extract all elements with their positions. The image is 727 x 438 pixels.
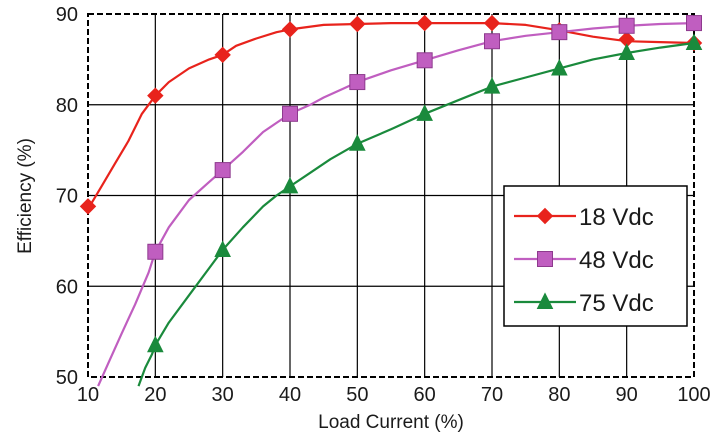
legend-item: 18 Vdc bbox=[514, 204, 654, 231]
data-point bbox=[147, 243, 164, 260]
x-tick-label: 40 bbox=[279, 384, 301, 406]
x-tick-label: 20 bbox=[144, 384, 166, 406]
data-point bbox=[618, 43, 635, 61]
data-point bbox=[147, 335, 164, 353]
data-point bbox=[349, 134, 366, 151]
series-line bbox=[97, 22, 695, 387]
data-point bbox=[214, 162, 231, 179]
data-point bbox=[685, 33, 703, 51]
y-tick-label: 50 bbox=[56, 367, 78, 389]
legend-item: 48 Vdc bbox=[514, 247, 654, 274]
data-point bbox=[551, 58, 568, 76]
data-point bbox=[349, 15, 366, 33]
x-tick-label: 80 bbox=[548, 384, 570, 406]
y-tick-label: 80 bbox=[56, 95, 78, 117]
x-tick-label: 100 bbox=[677, 384, 710, 406]
plot-area-frame bbox=[87, 13, 695, 378]
data-point bbox=[483, 14, 501, 32]
data-point bbox=[484, 33, 500, 50]
series-layer bbox=[79, 14, 703, 387]
data-point bbox=[483, 76, 501, 94]
x-axis-title: Load Current (%) bbox=[318, 412, 464, 433]
data-point bbox=[551, 24, 568, 41]
y-tick-label: 70 bbox=[56, 186, 78, 208]
data-point bbox=[147, 87, 164, 104]
data-point bbox=[282, 105, 298, 122]
data-point bbox=[416, 14, 433, 32]
x-tick-label: 60 bbox=[414, 384, 436, 406]
x-tick-label: 90 bbox=[616, 384, 638, 406]
series-2 bbox=[137, 33, 703, 387]
data-point bbox=[416, 52, 433, 69]
data-point bbox=[281, 21, 299, 38]
data-point bbox=[618, 17, 635, 34]
data-point bbox=[686, 15, 702, 32]
data-point bbox=[214, 240, 231, 257]
data-point bbox=[349, 74, 366, 91]
series-line bbox=[87, 22, 695, 210]
data-point bbox=[214, 46, 231, 64]
data-point bbox=[79, 198, 97, 215]
legend-label: 48 Vdc bbox=[579, 247, 654, 274]
tick-labels: 10 20 30 40 50 60 70 80 90 100 50 60 70 80 90 bbox=[56, 4, 711, 406]
y-tick-label: 90 bbox=[56, 4, 78, 26]
series-0 bbox=[79, 14, 703, 215]
legend-label: 18 Vdc bbox=[579, 204, 654, 231]
x-tick-label: 50 bbox=[346, 384, 368, 406]
y-axis-title: Efficiency (%) bbox=[15, 138, 36, 254]
data-point bbox=[416, 104, 433, 121]
legend-marker bbox=[536, 207, 554, 225]
legend: 18 Vdc 48 Vdc 75 Vdc bbox=[503, 185, 688, 327]
y-tick-label: 60 bbox=[56, 276, 78, 298]
data-point bbox=[281, 176, 299, 194]
x-tick-label: 10 bbox=[77, 384, 99, 406]
series-1 bbox=[97, 15, 702, 387]
legend-label: 75 Vdc bbox=[579, 290, 654, 317]
x-tick-label: 30 bbox=[212, 384, 234, 406]
legend-marker bbox=[537, 251, 553, 267]
legend-marker bbox=[536, 292, 554, 309]
legend-item: 75 Vdc bbox=[514, 290, 654, 317]
x-tick-label: 70 bbox=[481, 384, 503, 406]
